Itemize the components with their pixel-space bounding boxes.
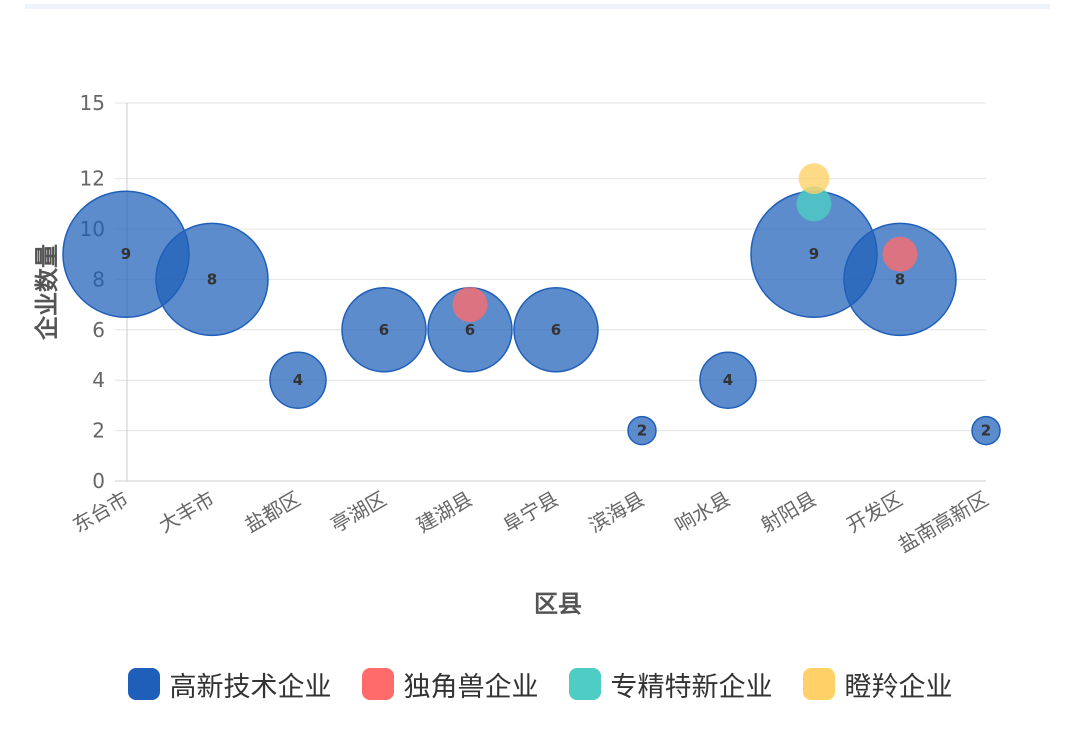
y-axis-title: 企业数量 <box>33 244 61 340</box>
y-tick-label: 6 <box>92 318 105 342</box>
bubble-value-label: 4 <box>293 371 303 389</box>
legend-label: 专精特新企业 <box>610 671 773 703</box>
bubble-value-label: 4 <box>723 371 733 389</box>
x-tick-label: 射阳县 <box>757 487 821 538</box>
bubble-labels: 9 8 4 6 6 6 2 4 9 8 2 <box>121 245 991 439</box>
y-tick-label: 4 <box>92 368 105 392</box>
x-tick-label: 盐都区 <box>241 487 305 538</box>
x-axis-title: 区县 <box>534 590 582 618</box>
x-tick-label: 滨海县 <box>585 487 649 538</box>
bubble-value-label: 9 <box>121 245 131 263</box>
legend-swatch <box>568 668 601 700</box>
bubble[interactable] <box>843 222 957 337</box>
bubble[interactable] <box>513 287 599 373</box>
bubble-value-label: 6 <box>551 321 561 339</box>
legend-item[interactable]: 专精特新企业 <box>568 665 773 704</box>
x-tick-label: 开发区 <box>843 487 907 538</box>
x-tick-label: 阜宁县 <box>499 487 563 538</box>
x-tick-label: 大丰市 <box>155 487 219 538</box>
bubbles <box>62 163 1001 446</box>
x-tick-label: 亭湖区 <box>327 487 391 538</box>
bubble-value-label: 8 <box>207 270 217 288</box>
legend-item[interactable]: 瞪羚企业 <box>802 665 953 704</box>
top-divider <box>25 4 1050 9</box>
legend-swatch <box>802 668 835 700</box>
bubble-value-label: 6 <box>379 321 389 339</box>
y-tick-label: 12 <box>80 167 105 191</box>
legend-swatch <box>127 668 160 700</box>
bubble[interactable] <box>452 287 488 323</box>
x-tick-label: 响水县 <box>671 487 735 538</box>
bubble[interactable] <box>796 186 832 222</box>
bubble[interactable] <box>155 222 269 337</box>
legend-label: 独角兽企业 <box>403 671 539 703</box>
legend-item[interactable]: 独角兽企业 <box>361 665 539 704</box>
chart-legend: 高新技术企业 独角兽企业 专精特新企业 瞪羚企业 <box>0 664 1080 704</box>
legend-label: 高新技术企业 <box>169 671 332 703</box>
legend-item[interactable]: 高新技术企业 <box>127 665 332 704</box>
bubble[interactable] <box>798 163 830 195</box>
x-tick-label: 东台市 <box>69 487 133 538</box>
y-tick-label: 0 <box>92 469 105 493</box>
bubble[interactable] <box>971 415 1001 446</box>
legend-swatch <box>361 668 394 700</box>
bubble-value-label: 2 <box>637 422 647 440</box>
bubble-value-label: 6 <box>465 321 475 339</box>
y-tick-label: 15 <box>80 91 105 115</box>
bubble-value-label: 2 <box>981 422 991 440</box>
bubble-value-label: 8 <box>895 270 905 288</box>
legend-label: 瞪羚企业 <box>844 671 953 703</box>
bubble[interactable] <box>269 351 327 409</box>
bubble[interactable] <box>882 236 918 272</box>
x-tick-label: 盐南高新区 <box>894 487 993 558</box>
y-tick-label: 2 <box>92 419 105 443</box>
bubble-value-label: 9 <box>809 245 819 263</box>
bubble[interactable] <box>627 415 657 446</box>
bubble[interactable] <box>341 287 427 373</box>
bubble[interactable] <box>699 351 757 409</box>
x-tick-label: 建湖县 <box>413 487 477 538</box>
